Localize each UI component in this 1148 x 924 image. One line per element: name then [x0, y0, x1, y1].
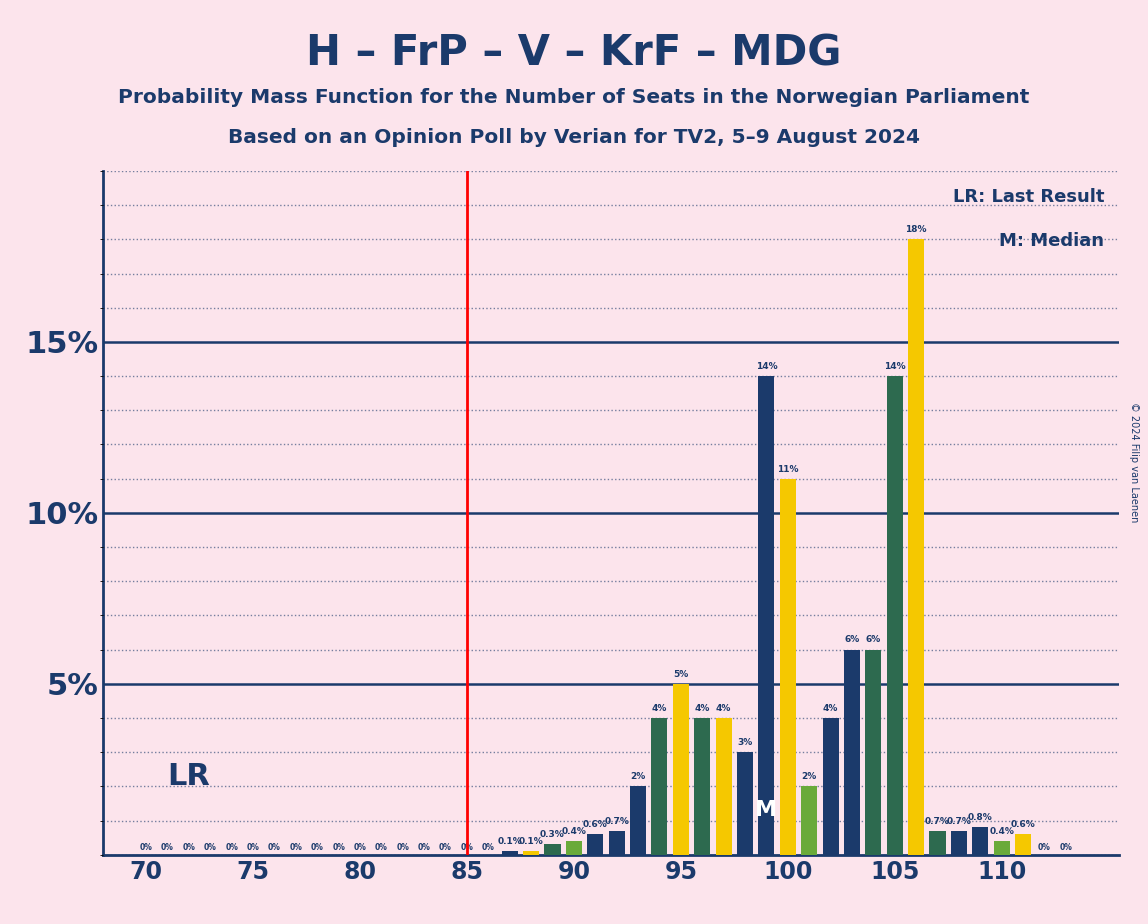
Text: 2%: 2%	[801, 772, 816, 781]
Text: 0%: 0%	[482, 843, 495, 852]
Text: 0%: 0%	[460, 843, 473, 852]
Text: 14%: 14%	[755, 362, 777, 371]
Text: Based on an Opinion Poll by Verian for TV2, 5–9 August 2024: Based on an Opinion Poll by Verian for T…	[228, 128, 920, 147]
Text: 0.7%: 0.7%	[925, 817, 949, 826]
Text: M: M	[755, 800, 777, 821]
Text: 0.6%: 0.6%	[1010, 821, 1035, 829]
Bar	[844, 650, 860, 855]
Bar	[566, 841, 582, 855]
Text: 0%: 0%	[204, 843, 217, 852]
Text: 0%: 0%	[311, 843, 324, 852]
Bar	[544, 845, 560, 855]
Bar	[994, 841, 1010, 855]
Text: 0%: 0%	[375, 843, 388, 852]
Text: 0.3%: 0.3%	[540, 831, 565, 839]
Text: 3%: 3%	[737, 738, 753, 747]
Text: 0%: 0%	[267, 843, 281, 852]
Bar	[951, 831, 967, 855]
Bar	[1015, 834, 1031, 855]
Bar	[715, 718, 731, 855]
Text: 0.7%: 0.7%	[604, 817, 629, 826]
Bar	[801, 786, 817, 855]
Text: 0%: 0%	[225, 843, 238, 852]
Text: LR: Last Result: LR: Last Result	[953, 188, 1104, 206]
Text: 14%: 14%	[884, 362, 906, 371]
Text: 6%: 6%	[866, 636, 881, 644]
Bar	[523, 851, 540, 855]
Bar	[630, 786, 646, 855]
Text: 0.4%: 0.4%	[561, 827, 587, 836]
Bar	[673, 684, 689, 855]
Text: 0%: 0%	[354, 843, 366, 852]
Bar	[651, 718, 667, 855]
Bar	[822, 718, 838, 855]
Text: 0%: 0%	[183, 843, 195, 852]
Text: 0%: 0%	[1060, 843, 1072, 852]
Text: © 2024 Filip van Laenen: © 2024 Filip van Laenen	[1130, 402, 1139, 522]
Text: 0%: 0%	[396, 843, 409, 852]
Text: 4%: 4%	[695, 704, 709, 712]
Text: 0.4%: 0.4%	[990, 827, 1014, 836]
Text: 0.8%: 0.8%	[968, 813, 993, 822]
Bar	[866, 650, 882, 855]
Bar	[759, 376, 775, 855]
Text: 18%: 18%	[906, 225, 926, 234]
Text: 0.1%: 0.1%	[519, 837, 543, 846]
Text: 0%: 0%	[161, 843, 174, 852]
Bar	[779, 479, 796, 855]
Text: 0.6%: 0.6%	[583, 821, 607, 829]
Text: 0%: 0%	[1038, 843, 1050, 852]
Bar	[886, 376, 902, 855]
Text: 0%: 0%	[247, 843, 259, 852]
Bar	[502, 851, 518, 855]
Text: 0.7%: 0.7%	[946, 817, 971, 826]
Text: Probability Mass Function for the Number of Seats in the Norwegian Parliament: Probability Mass Function for the Number…	[118, 88, 1030, 107]
Bar	[588, 834, 604, 855]
Text: 5%: 5%	[673, 670, 689, 678]
Text: 0%: 0%	[289, 843, 302, 852]
Text: 0%: 0%	[418, 843, 430, 852]
Text: 0%: 0%	[140, 843, 153, 852]
Text: 4%: 4%	[716, 704, 731, 712]
Text: 11%: 11%	[777, 465, 799, 473]
Bar	[930, 831, 946, 855]
Text: 4%: 4%	[652, 704, 667, 712]
Bar	[737, 752, 753, 855]
Text: 4%: 4%	[823, 704, 838, 712]
Bar	[695, 718, 711, 855]
Bar	[608, 831, 625, 855]
Text: LR: LR	[168, 761, 210, 791]
Text: 0%: 0%	[332, 843, 346, 852]
Text: H – FrP – V – KrF – MDG: H – FrP – V – KrF – MDG	[307, 32, 841, 74]
Text: M: Median: M: Median	[999, 233, 1104, 250]
Text: 2%: 2%	[630, 772, 645, 781]
Text: 6%: 6%	[844, 636, 860, 644]
Bar	[908, 239, 924, 855]
Bar	[972, 827, 988, 855]
Text: 0.1%: 0.1%	[497, 837, 522, 846]
Text: 0%: 0%	[439, 843, 452, 852]
